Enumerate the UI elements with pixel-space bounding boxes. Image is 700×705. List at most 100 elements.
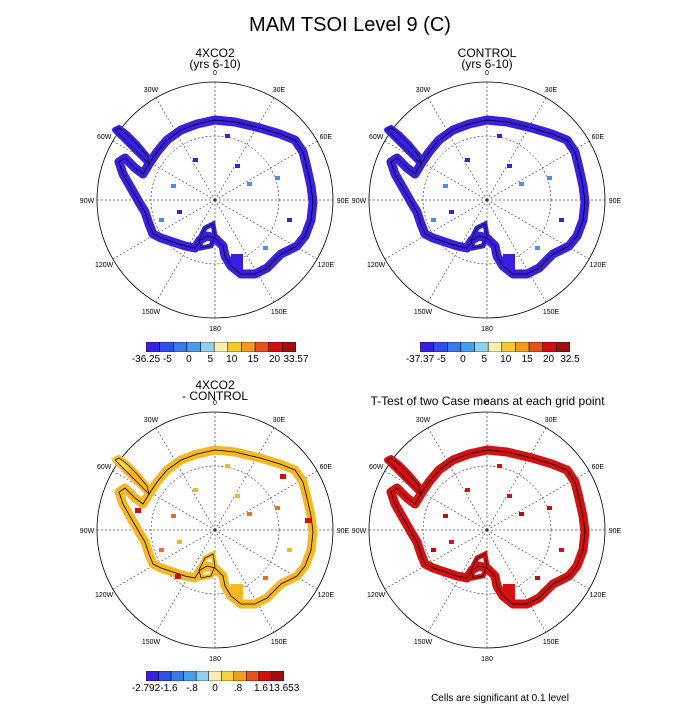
colorbar-swatch (254, 342, 269, 352)
panel-title-line1: T-Test of two Case means at each grid po… (370, 394, 605, 408)
longitude-label: 30E (545, 417, 558, 424)
colorbar-label: 0 (460, 354, 466, 365)
data-cell (443, 514, 448, 518)
data-cell (135, 508, 141, 513)
longitude-label: 150E (543, 309, 560, 316)
longitude-label: 60W (97, 134, 112, 141)
longitude-label: 90W (352, 198, 367, 205)
colorbar-label: -37.37 (405, 354, 435, 365)
longitude-label: 120W (95, 592, 114, 599)
colorbar-4xco2 (146, 342, 296, 352)
panel-title-line1: 4XCO2 (195, 46, 235, 60)
colorbar-swatch (183, 671, 197, 681)
meridian-line (486, 199, 590, 260)
panel-title-diff: 4XCO2 - CONTROL (140, 378, 290, 403)
coastline (390, 449, 586, 605)
data-cell (559, 548, 564, 552)
longitude-label: 60E (320, 464, 333, 471)
colorbar-swatch (420, 342, 434, 352)
data-cells-blob (503, 584, 515, 602)
longitude-label: 150E (271, 639, 288, 646)
colorbar-swatch (158, 671, 172, 681)
data-cell (535, 246, 540, 250)
colorbar-label: 13.653 (268, 683, 300, 694)
data-cell (177, 540, 182, 544)
colorbar-label: 5 (481, 354, 488, 365)
longitude-label: 120W (367, 592, 386, 599)
coastline (118, 119, 314, 275)
meridian-line (427, 529, 488, 633)
longitude-label: 60W (369, 134, 384, 141)
colorbar-swatch (460, 342, 475, 352)
coastline-ice-shelf (198, 553, 216, 579)
data-cell (193, 488, 198, 492)
data-cell (177, 210, 182, 214)
colorbar-swatch (146, 342, 160, 352)
colorbar-swatch (146, 671, 159, 681)
longitude-label: 120E (318, 262, 335, 269)
longitude-label: 150W (414, 639, 433, 646)
colorbar-label: 0 (186, 354, 192, 365)
data-cell (287, 218, 292, 222)
data-cell (519, 182, 524, 186)
longitude-label: 150E (543, 639, 560, 646)
longitude-label: 30W (416, 87, 431, 94)
colorbar-swatch (258, 671, 272, 681)
longitude-label: 90E (609, 198, 622, 205)
data-cells-blob (503, 254, 515, 272)
longitude-label: 150W (414, 309, 433, 316)
data-cell (225, 134, 230, 138)
coastline-peninsula (114, 127, 150, 166)
colorbar-control (420, 342, 570, 352)
longitude-label: 180 (209, 656, 221, 663)
longitude-label: 30W (144, 87, 159, 94)
panel-title-line1: CONTROL (457, 46, 517, 60)
panel-title-line2: - CONTROL (182, 389, 248, 403)
longitude-label: 90W (80, 528, 95, 535)
data-cell (175, 574, 181, 579)
coastline (390, 119, 586, 275)
data-cell (235, 164, 240, 168)
data-cell (171, 184, 176, 188)
data-cell (275, 176, 280, 180)
page-title: MAM TSOI Level 9 (C) (249, 14, 451, 36)
data-cell (247, 182, 252, 186)
meridian-line (155, 529, 216, 633)
data-cells-coast (386, 115, 590, 279)
meridian-line (214, 97, 275, 201)
colorbar-label: -5 (162, 354, 172, 365)
colorbar-swatch (556, 342, 570, 352)
panel-title-line1: 4XCO2 (195, 378, 235, 392)
data-cell (519, 512, 524, 516)
data-cell (247, 512, 252, 516)
colorbar-swatch (170, 671, 184, 681)
panel-title-4xco2: 4XCO2 (yrs 6-10) (140, 46, 290, 70)
coastline-peninsula (386, 457, 422, 496)
longitude-label: 90W (352, 528, 367, 535)
colorbar-labels-diff: -2.792 -1.6 -.8 0 .8 1.6 13.653 (132, 683, 299, 695)
colorbar-label: 10 (500, 354, 512, 365)
data-cell (507, 494, 512, 498)
meridian-line (427, 199, 488, 303)
coastline-peninsula (114, 457, 150, 496)
data-cell (235, 494, 240, 498)
data-cell (431, 218, 436, 222)
longitude-label: 120E (318, 592, 335, 599)
longitude-label: 120E (590, 262, 607, 269)
colorbar-swatch (433, 342, 448, 352)
longitude-label: 150W (142, 309, 161, 316)
colorbar-swatch (186, 342, 201, 352)
coastline (118, 449, 314, 605)
longitude-label: 30W (144, 417, 159, 424)
polar-map-ttest: 0 30E 60E 90E 120E 150E 180 150W 120W 90W 60W 30W (352, 400, 622, 663)
longitude-label: 0 (485, 70, 489, 77)
colorbar-swatch (268, 342, 283, 352)
longitude-label: 0 (213, 400, 217, 407)
data-cell (497, 134, 502, 138)
data-cells-blob (231, 254, 243, 272)
data-cell (559, 218, 564, 222)
data-cell (171, 514, 176, 518)
colorbar-label: 20 (543, 354, 555, 365)
data-cells-coast (114, 115, 318, 279)
colorbar-swatch (528, 342, 543, 352)
